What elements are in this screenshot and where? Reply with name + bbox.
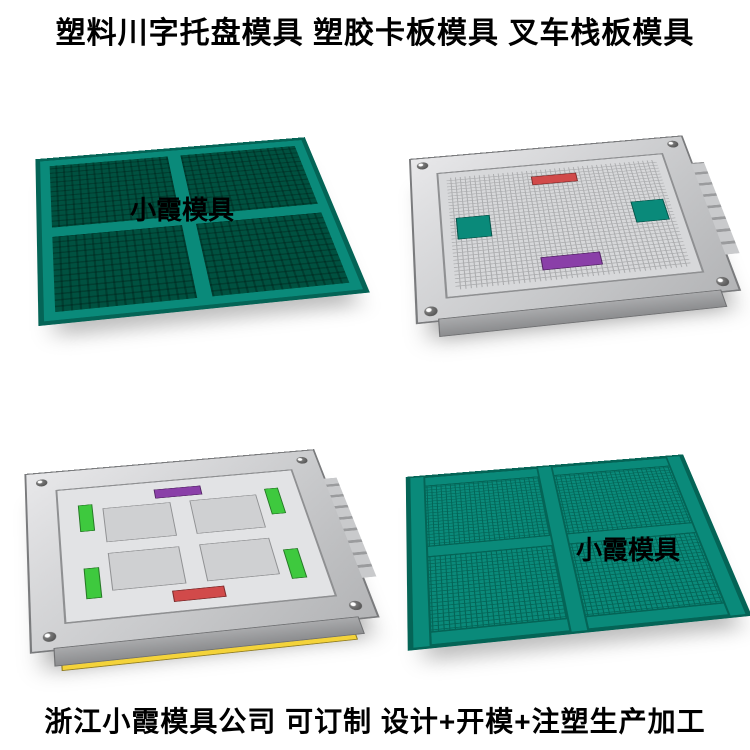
guide-hole: [35, 479, 47, 487]
panel-top-left: 小霞模具: [0, 60, 375, 380]
insert-green: [83, 567, 102, 599]
footer-text: 浙江小霞模具公司 可订制 设计+开模+注塑生产加工: [0, 700, 750, 740]
mold-core-base: [408, 135, 740, 324]
guide-hole: [416, 162, 428, 170]
guide-hole: [42, 631, 56, 642]
mold-core: [408, 135, 740, 324]
cavity-slot: [189, 494, 265, 534]
mold-cavity-inner: [55, 469, 337, 624]
header-title: 塑料川字托盘模具 塑胶卡板模具 叉车栈板模具: [0, 8, 750, 52]
guide-hole: [347, 600, 363, 610]
mold-cavity-half: [24, 449, 379, 654]
cavity-slot: [199, 538, 280, 582]
insert-purple: [153, 485, 202, 498]
image-grid: 小霞模具: [0, 60, 750, 700]
guide-hole: [666, 140, 679, 148]
panel-top-right: [375, 60, 750, 380]
guide-hole: [424, 306, 438, 317]
insert-yellow: [61, 631, 357, 671]
guide-hole: [714, 276, 730, 286]
pallet-bottom-face: [405, 454, 750, 650]
pallet-top-face: [35, 137, 369, 326]
insert-green: [263, 488, 285, 515]
insert-red: [171, 586, 226, 603]
pallet-ribs: [408, 456, 747, 648]
panel-bottom-left: [0, 380, 375, 700]
pallet-product-top: [38, 95, 338, 345]
mold-core-cavity: [436, 153, 704, 299]
rib: [536, 467, 589, 632]
rib: [408, 477, 431, 648]
insert-teal: [456, 215, 492, 240]
guide-hole: [295, 457, 308, 465]
rib: [665, 456, 747, 616]
insert-green: [282, 548, 307, 579]
mold-cavity-base: [24, 449, 379, 654]
insert-green: [77, 504, 94, 532]
cavity-slot: [108, 546, 186, 591]
pallet-product-bottom: [408, 410, 718, 670]
insert-teal: [630, 199, 669, 223]
cavity-slot: [102, 502, 176, 543]
panel-bottom-right: 小霞模具: [375, 380, 750, 700]
